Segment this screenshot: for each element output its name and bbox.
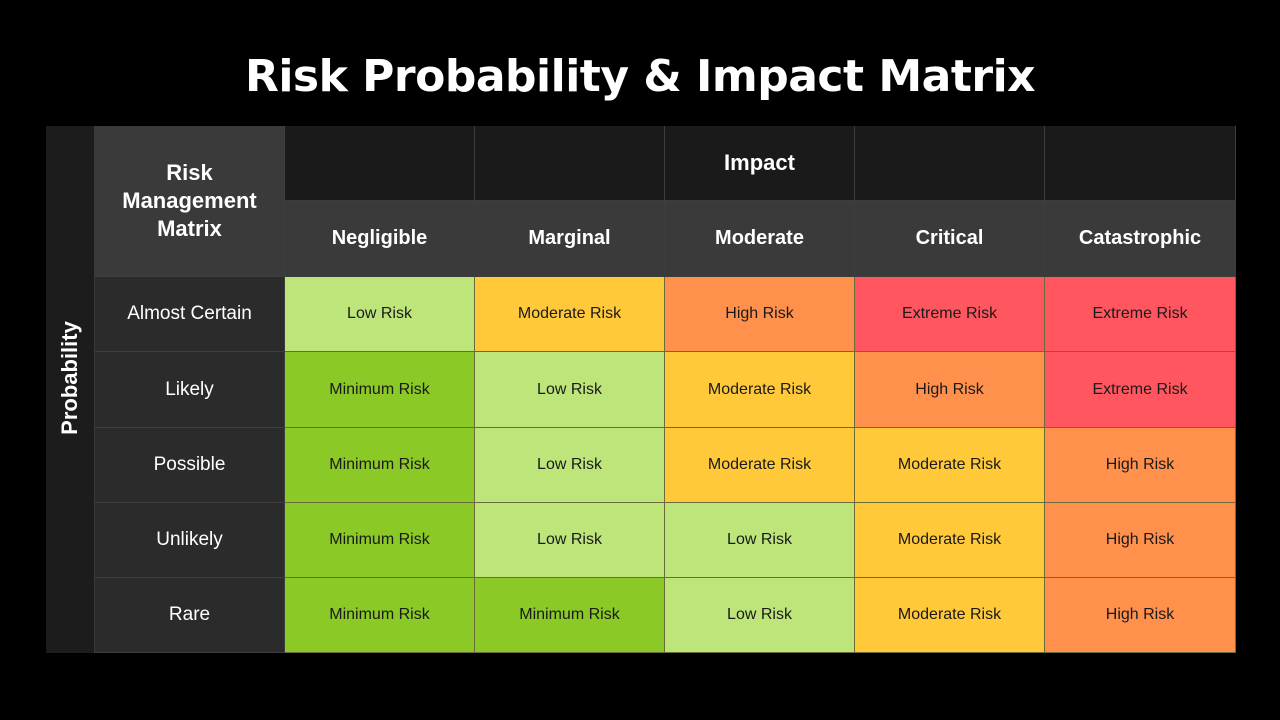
impact-level-moderate: Moderate [665,201,855,277]
matrix-corner-label: Risk Management Matrix [95,126,285,277]
risk-cell: High Risk [855,352,1045,428]
impact-axis-label: Impact [665,126,855,201]
risk-cell: Minimum Risk [285,352,475,428]
risk-cell: High Risk [665,277,855,352]
risk-cell: High Risk [1045,503,1236,578]
page-title: Risk Probability & Impact Matrix [244,51,1036,102]
risk-cell: Moderate Risk [855,503,1045,578]
risk-cell: Extreme Risk [1045,277,1236,352]
probability-axis-strip [46,126,95,653]
probability-level-almost-certain: Almost Certain [95,277,285,352]
risk-cell: Minimum Risk [285,428,475,503]
risk-cell: Low Risk [285,277,475,352]
risk-matrix: Risk Management Matrix Impact Negligible… [95,126,1236,653]
impact-level-critical: Critical [855,201,1045,277]
risk-cell: Extreme Risk [855,277,1045,352]
risk-cell: Moderate Risk [855,428,1045,503]
impact-header-blank [855,126,1045,201]
probability-level-rare: Rare [95,578,285,653]
risk-cell: Minimum Risk [475,578,665,653]
risk-cell: Moderate Risk [475,277,665,352]
risk-cell: High Risk [1045,428,1236,503]
risk-cell: Low Risk [665,503,855,578]
risk-cell: Low Risk [665,578,855,653]
impact-header-blank [475,126,665,201]
risk-cell: Minimum Risk [285,578,475,653]
probability-axis-label: Probability [57,321,82,435]
risk-cell: Minimum Risk [285,503,475,578]
risk-cell: Extreme Risk [1045,352,1236,428]
probability-level-unlikely: Unlikely [95,503,285,578]
risk-cell: Low Risk [475,428,665,503]
impact-level-catastrophic: Catastrophic [1045,201,1236,277]
risk-cell: Low Risk [475,352,665,428]
impact-header-blank [1045,126,1236,201]
risk-cell: Moderate Risk [665,352,855,428]
risk-cell: Moderate Risk [665,428,855,503]
probability-level-likely: Likely [95,352,285,428]
risk-cell: High Risk [1045,578,1236,653]
impact-header-blank [285,126,475,201]
impact-level-marginal: Marginal [475,201,665,277]
risk-cell: Moderate Risk [855,578,1045,653]
risk-cell: Low Risk [475,503,665,578]
probability-level-possible: Possible [95,428,285,503]
impact-level-negligible: Negligible [285,201,475,277]
